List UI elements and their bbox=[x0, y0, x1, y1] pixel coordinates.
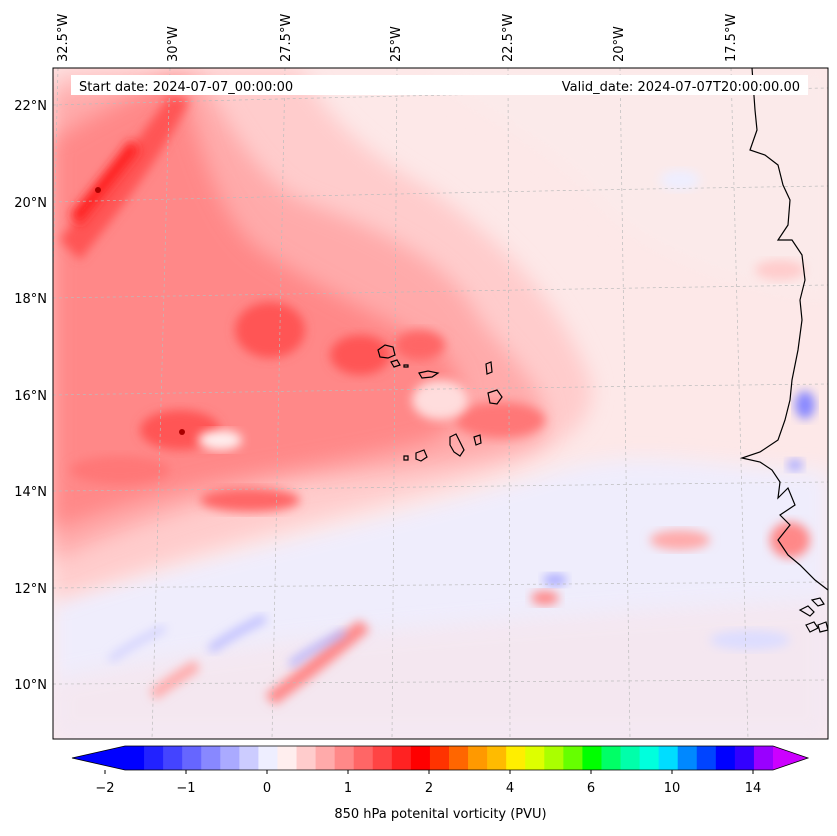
lat-label: 10°N bbox=[14, 678, 47, 693]
colorbar-cell bbox=[182, 746, 202, 770]
colorbar-cell bbox=[372, 746, 393, 770]
colorbar-cell bbox=[334, 746, 355, 770]
cbar-tick-label: 4 bbox=[506, 781, 514, 796]
pv-contour-field bbox=[53, 68, 828, 739]
lon-label: 17.5°W bbox=[724, 14, 739, 62]
start-date-label: Start date: 2024-07-07_00:00:00 bbox=[79, 80, 293, 95]
colorbar-cell bbox=[468, 746, 488, 770]
colorbar-cell bbox=[563, 746, 583, 770]
colorbar-cell bbox=[220, 746, 240, 770]
colorbar-cell bbox=[734, 746, 755, 770]
colorbar-cell bbox=[315, 746, 336, 770]
colorbar-cell bbox=[296, 746, 317, 770]
colorbar-cell bbox=[620, 746, 641, 770]
cape-verde-islands bbox=[377, 344, 828, 633]
colorbar-cells bbox=[125, 746, 774, 770]
colorbar-label: 850 hPa potenital vorticity (PVU) bbox=[334, 807, 547, 822]
colorbar-outline bbox=[71, 745, 810, 771]
colorbar-cell bbox=[449, 746, 469, 770]
island-boa-vista bbox=[487, 389, 503, 405]
island-maio bbox=[473, 434, 482, 446]
lat-label: 18°N bbox=[14, 292, 47, 307]
cbar-tick-label: 10 bbox=[664, 781, 681, 796]
colorbar-cell bbox=[525, 746, 545, 770]
lat-label: 14°N bbox=[14, 485, 47, 500]
lon-label: 22.5°W bbox=[501, 14, 516, 62]
lat-label: 12°N bbox=[14, 582, 47, 597]
cbar-tick-label: 6 bbox=[587, 781, 595, 796]
colorbar-extend-high bbox=[773, 746, 808, 770]
lon-label: 25°W bbox=[389, 26, 404, 62]
date-info-bar: Start date: 2024-07-07_00:00:00 Valid_da… bbox=[71, 75, 808, 95]
cbar-tick-label: 14 bbox=[745, 781, 762, 796]
colorbar-cell bbox=[696, 746, 717, 770]
island-santo-antao bbox=[377, 344, 396, 359]
colorbar-cell bbox=[258, 746, 278, 770]
cbar-tick-label: 2 bbox=[425, 781, 433, 796]
longitude-labels: 32.5°W 30°W 27.5°W 25°W 22.5°W 20°W 17.5… bbox=[56, 14, 739, 62]
island-fogo bbox=[415, 449, 428, 462]
colorbar-cell bbox=[410, 746, 431, 770]
coastline-west-africa bbox=[739, 68, 828, 591]
cbar-tick-label: 1 bbox=[344, 781, 352, 796]
colorbar-cell bbox=[506, 746, 526, 770]
colorbar-cell bbox=[582, 746, 602, 770]
island-bijagos bbox=[798, 597, 828, 633]
lat-label: 20°N bbox=[14, 196, 47, 211]
colorbar-cell bbox=[144, 746, 164, 770]
colorbar-cell bbox=[753, 746, 774, 770]
colorbar-cell bbox=[239, 746, 259, 770]
colorbar-cell bbox=[353, 746, 374, 770]
island-sao-vicente bbox=[390, 359, 401, 368]
colorbar-cell bbox=[715, 746, 736, 770]
colorbar-cell bbox=[391, 746, 412, 770]
colorbar-cell bbox=[201, 746, 221, 770]
colorbar-cell bbox=[601, 746, 622, 770]
colorbar-cell bbox=[163, 746, 183, 770]
colorbar-cell bbox=[544, 746, 564, 770]
colorbar-cell bbox=[658, 746, 679, 770]
colorbar-tick-labels: −2 −1 0 1 2 4 6 10 14 bbox=[95, 781, 761, 796]
valid-date-label: Valid_date: 2024-07-07T20:00:00.00 bbox=[562, 80, 800, 95]
colorbar-cell bbox=[125, 746, 145, 770]
lon-label: 27.5°W bbox=[279, 14, 294, 62]
cbar-tick-label: 0 bbox=[263, 781, 271, 796]
lat-label: 22°N bbox=[14, 99, 47, 114]
lon-label: 32.5°W bbox=[56, 14, 71, 62]
colorbar-cell bbox=[429, 746, 450, 770]
coastline bbox=[739, 68, 828, 591]
island-santa-luzia bbox=[403, 364, 409, 368]
latitude-labels: 22°N 20°N 18°N 16°N 14°N 12°N 10°N bbox=[14, 99, 47, 693]
cbar-tick-label: −1 bbox=[176, 781, 195, 796]
island-sao-nicolau bbox=[418, 370, 440, 379]
colorbar-extend-low bbox=[72, 746, 125, 770]
island-brava bbox=[403, 455, 409, 461]
lon-label: 30°W bbox=[166, 26, 181, 62]
date-info-background bbox=[71, 75, 808, 95]
cbar-tick-label: −2 bbox=[95, 781, 114, 796]
colorbar-cell bbox=[677, 746, 698, 770]
lat-label: 16°N bbox=[14, 389, 47, 404]
island-sal bbox=[485, 361, 493, 375]
colorbar-ticks bbox=[104, 770, 754, 774]
island-santiago bbox=[449, 433, 465, 457]
gridlines bbox=[53, 68, 828, 739]
colorbar: −2 −1 0 1 2 4 6 10 14 bbox=[71, 745, 810, 796]
colorbar-cell bbox=[639, 746, 660, 770]
colorbar-cell bbox=[277, 746, 298, 770]
colorbar-cell bbox=[487, 746, 507, 770]
lon-label: 20°W bbox=[612, 26, 627, 62]
map-frame bbox=[52, 67, 829, 740]
